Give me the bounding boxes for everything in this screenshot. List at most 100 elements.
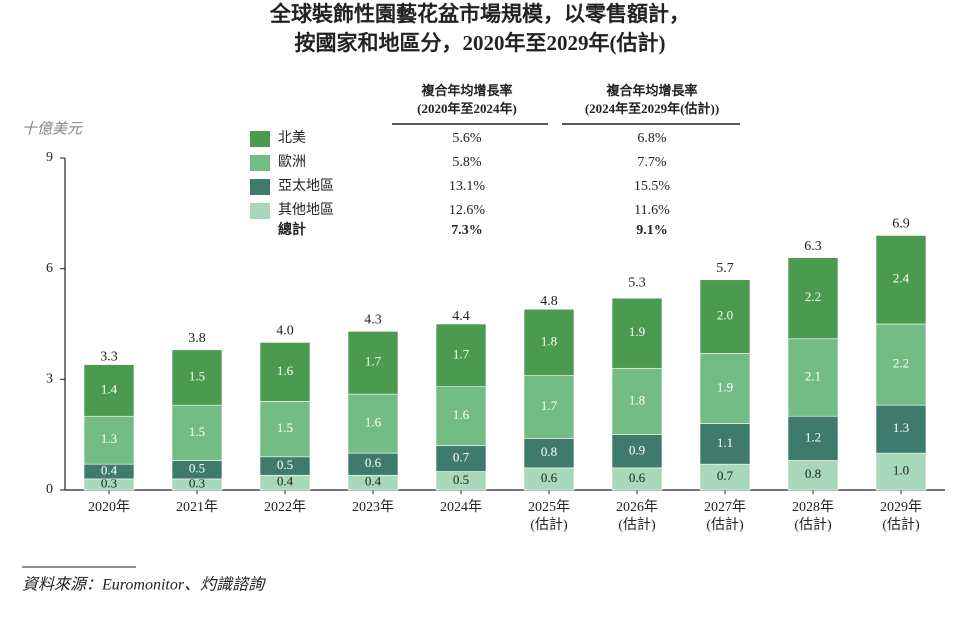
bar-value-label: 0.4 [277,474,294,489]
bar-value-label: 2.4 [893,271,910,286]
bar-segment [347,393,399,454]
bar-value-label: 0.8 [805,466,821,481]
bar-value-label: 1.9 [717,380,733,395]
x-tick-label: 2025年 [528,499,570,515]
bar-segment [523,438,575,469]
bar-value-label: 1.0 [893,463,909,478]
bar-segment [171,349,223,406]
bar-segment [875,235,927,325]
table-cell: 12.6% [449,203,486,218]
bar-value-label: 2.1 [805,368,821,383]
total-label: 4.0 [276,324,294,339]
legend-label: 其他地區 [278,202,334,218]
bar-value-label: 1.5 [189,368,205,383]
total-label: 4.8 [540,294,558,309]
bar-value-label: 0.7 [453,450,470,465]
bar-value-label: 1.2 [805,429,821,444]
bar-value-label: 0.9 [629,442,645,457]
bar-value-label: 1.3 [893,420,909,435]
bar-segment [435,386,487,447]
legend-label: 歐洲 [278,154,306,170]
bar-segment [259,342,311,402]
bar-segment [875,452,927,491]
bar-segment [787,460,839,491]
bar-segment [523,375,575,439]
bar-value-label: 1.5 [189,424,205,439]
bar-segment [611,434,663,469]
bar-value-label: 1.3 [101,431,117,446]
bar-value-label: 0.4 [365,474,382,489]
total-label: 5.7 [716,261,734,276]
bar-value-label: 1.7 [365,354,382,369]
y-unit: 十億美元 [22,120,83,137]
y-tick-label: 0 [46,482,53,497]
chart-title: 按國家和地區分，2020年至2029年(估計) [295,31,666,55]
y-tick-label: 3 [46,372,53,387]
total-label: 6.9 [892,217,910,232]
legend-swatch [250,155,270,171]
total-label: 4.3 [364,313,382,328]
bar-segment [875,323,927,406]
table-cell: 7.3% [451,223,483,238]
table-header: 複合年均增長率 [420,83,512,98]
table-header: (2020年至2024年) [417,101,517,116]
bar-segment [787,338,839,417]
table-cell: 7.7% [637,155,667,170]
table-cell: 9.1% [636,223,668,238]
bar-segment [699,353,751,424]
x-tick-sublabel: (估計) [618,517,656,533]
bar-segment [523,308,575,376]
bar-value-label: 0.6 [365,455,382,470]
bar-segment [787,415,839,461]
bar-value-label: 0.5 [189,461,205,476]
y-tick-label: 6 [46,261,53,276]
x-tick-sublabel: (估計) [706,517,744,533]
x-tick-label: 2022年 [264,499,306,515]
table-cell: 6.8% [637,131,667,146]
bar-value-label: 0.4 [101,463,118,478]
x-tick-label: 2027年 [704,499,746,515]
table-cell: 15.5% [634,179,671,194]
bar-segment [171,404,223,461]
bar-value-label: 2.2 [893,356,909,371]
bar-value-label: 2.0 [717,308,733,323]
bar-segment [435,323,487,388]
bar-value-label: 1.7 [541,398,558,413]
legend-swatch [250,179,270,195]
bar-value-label: 1.4 [101,381,118,396]
bar-value-label: 1.8 [629,392,645,407]
bar-value-label: 0.7 [717,468,734,483]
table-total-label: 總計 [278,221,306,238]
chart-title: 全球裝飾性園藝花盆市場規模，以零售額計， [269,2,690,26]
table-cell: 5.8% [452,155,482,170]
source: 資料來源：Euromonitor、灼識諮詢 [22,576,266,594]
table-header: (2024年至2029年(估計)) [585,101,719,116]
bar-value-label: 1.1 [717,435,733,450]
bar-value-label: 0.5 [277,457,293,472]
total-label: 3.8 [188,331,206,346]
total-label: 5.3 [628,276,646,291]
bar-value-label: 1.5 [277,420,293,435]
x-tick-sublabel: (估計) [530,517,568,533]
total-label: 3.3 [100,349,118,364]
bar-value-label: 2.2 [805,289,821,304]
bar-value-label: 1.7 [453,346,470,361]
table-cell: 5.6% [452,131,482,146]
bar-value-label: 1.6 [365,415,382,430]
x-tick-label: 2023年 [352,499,394,515]
bar-value-label: 0.8 [541,444,557,459]
x-tick-sublabel: (估計) [882,517,920,533]
x-tick-label: 2020年 [88,499,130,515]
x-tick-sublabel: (估計) [794,517,832,533]
bar-segment [699,463,751,491]
bar-segment [347,331,399,395]
bar-value-label: 1.6 [453,407,470,422]
x-tick-label: 2024年 [440,499,482,515]
bar-value-label: 1.6 [277,363,294,378]
bar-value-label: 1.8 [541,333,557,348]
bar-segment [611,297,663,369]
bar-value-label: 0.6 [629,470,646,485]
total-label: 6.3 [804,239,822,254]
legend-swatch [250,131,270,147]
